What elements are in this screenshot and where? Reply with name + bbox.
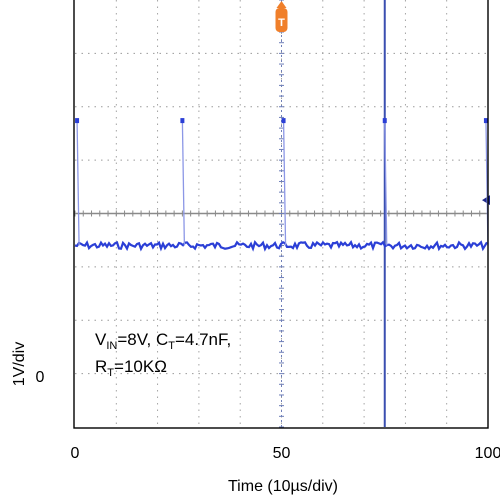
x-tick-label: 0 xyxy=(71,445,80,462)
annotation-vin-value: =8V, C xyxy=(117,330,168,349)
pulse-peak-dot xyxy=(483,118,488,124)
pulse-edge xyxy=(282,120,287,246)
x-tick-label: 50 xyxy=(273,445,291,462)
pulse-edge xyxy=(76,120,80,246)
pulse-edge xyxy=(181,120,186,246)
grid xyxy=(74,0,489,428)
y-axis-label: 1V/div xyxy=(11,342,28,386)
pulse-peak-dot xyxy=(180,118,185,124)
annotation-r: R xyxy=(95,357,107,376)
pulse-edge xyxy=(384,120,388,246)
y-tick-label-zero: 0 xyxy=(36,369,45,386)
x-axis-label: Time (10µs/div) xyxy=(228,478,338,495)
trigger-marker-arrow xyxy=(276,1,287,8)
annotation-line-1: VIN=8V, CT=4.7nF, xyxy=(95,330,231,352)
trace-baseline xyxy=(74,239,488,252)
annotation-line-2: RT=10KΩ xyxy=(95,357,167,379)
trace-layer xyxy=(74,118,489,252)
markers: T xyxy=(275,0,490,427)
annotation-ct-value: =4.7nF, xyxy=(175,330,231,349)
x-tick-label: 100 xyxy=(475,445,500,462)
trigger-marker-label: T xyxy=(278,17,285,29)
plot-frame xyxy=(73,0,489,429)
pulse-peak-dot xyxy=(382,118,387,124)
x-tick-labels: 0 50 100 xyxy=(71,445,500,462)
annotation-ct-subscript: T xyxy=(168,340,175,352)
pulse-peak-dot xyxy=(75,118,80,124)
trigger-marker-badge xyxy=(275,8,288,32)
annotation-v: V xyxy=(95,330,107,349)
annotation-rt-value: =10KΩ xyxy=(114,357,167,376)
annotation-in-subscript: IN xyxy=(106,340,117,352)
pulse-peak-dot xyxy=(281,118,286,124)
annotation-rt-subscript: T xyxy=(107,367,114,379)
